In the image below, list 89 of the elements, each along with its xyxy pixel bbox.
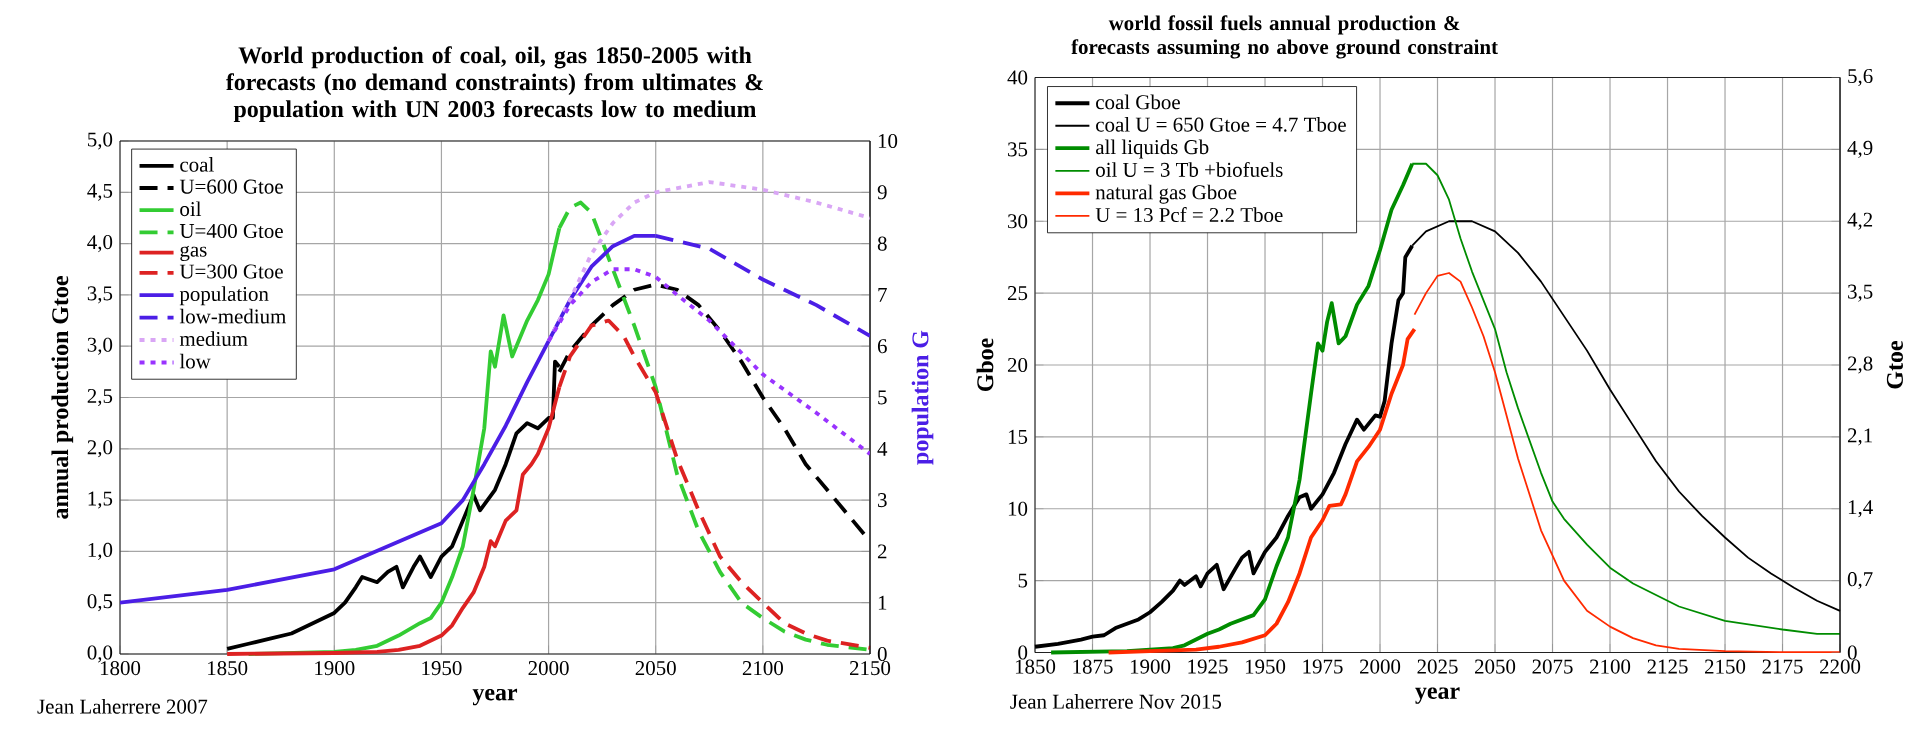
y2-tick-label: 4,2 [1847, 212, 1873, 230]
legend-label: low-medium [179, 308, 287, 324]
y2-tick-label: 8 [877, 236, 887, 251]
y-tick-label: 15 [1008, 429, 1028, 444]
x-tick-label: 1900 [1130, 659, 1171, 674]
y2-tick-label: 9 [877, 185, 887, 200]
y2-tick-label: 6 [877, 339, 887, 354]
y-tick-label: 20 [1007, 357, 1028, 373]
x-tick-label: 1975 [1303, 659, 1343, 674]
y2-axis-title: Gtoe [1886, 341, 1903, 389]
y-tick-label: 4,0 [87, 235, 113, 253]
y-axis-title: annual production Gtoe [51, 276, 74, 519]
y2-tick-label: 5,6 [1848, 68, 1873, 87]
x-tick-label: 2050 [635, 661, 676, 676]
legend-label: gas [180, 245, 207, 261]
y-tick-label: 30 [1008, 214, 1028, 229]
legend-label: population [179, 286, 269, 306]
legend-label: oil U = 3 Tb +biofuels [1096, 161, 1283, 177]
legend-label: U=600 Gtoe [179, 179, 283, 194]
x-axis-title: year [1415, 687, 1460, 704]
y2-tick-label: 5 [878, 390, 887, 405]
x-tick-label: 2050 [1475, 659, 1516, 674]
x-tick-label: 2125 [1647, 659, 1688, 674]
legend-label: oil [180, 201, 202, 217]
y-tick-label: 5 [1018, 573, 1028, 588]
chart-title: World production of coal, oil, gas 1850-2005 with forecasts (no demand constraints) from ultimates & population with UN 2003 forecasts low to medium [226, 46, 763, 122]
y-axis-title: Gboe [976, 338, 994, 392]
y-tick-label: 1,0 [88, 542, 113, 560]
y-tick-label: 5,0 [88, 132, 113, 150]
y-tick-label: 4,5 [87, 183, 113, 201]
x-tick-label: 2150 [849, 661, 891, 676]
x-tick-label: 1875 [1073, 659, 1113, 674]
x-tick-label: 1850 [208, 661, 248, 676]
y2-tick-label: 10 [878, 133, 898, 149]
x-tick-label: 2175 [1762, 659, 1803, 674]
y-tick-label: 2,5 [87, 388, 113, 407]
y2-tick-label: 2,1 [1847, 428, 1872, 446]
y-tick-label: 3,5 [87, 286, 113, 304]
x-tick-label: 1950 [1245, 659, 1286, 674]
x-tick-label: 2000 [528, 661, 569, 676]
legend-label: coal U = 650 Gtoe = 4.7 Tboe [1096, 116, 1346, 132]
y-tick-label: 10 [1008, 501, 1028, 516]
y-tick-label: 3,0 [87, 337, 113, 355]
x-tick-label: 2100 [1590, 659, 1631, 674]
y2-tick-label: 3 [878, 493, 887, 508]
y2-tick-label: 0 [877, 646, 887, 662]
text: Jean Laherrere 2007 [37, 698, 208, 714]
legend-label: U=300 Gtoe [179, 264, 283, 279]
legend-label: medium [179, 331, 248, 347]
y2-tick-label: 4,9 [1847, 140, 1873, 158]
y2-tick-label: 7 [878, 288, 887, 302]
legend-label: U = 13 Pcf = 2.2 Tboe [1095, 207, 1283, 223]
y-tick-label: 0,0 [87, 645, 113, 663]
x-tick-label: 1950 [422, 661, 462, 676]
y2-tick-label: 1,4 [1848, 500, 1873, 518]
y-tick-label: 40 [1007, 70, 1028, 85]
y2-tick-label: 3,5 [1848, 284, 1873, 302]
x-tick-label: 1925 [1188, 659, 1228, 674]
y2-tick-label: 1 [878, 595, 887, 610]
x-tick-label: 2200 [1820, 659, 1861, 674]
y-tick-label: 25 [1007, 286, 1028, 301]
y2-tick-label: 2,8 [1847, 356, 1873, 374]
text: Jean Laherrere Nov 2015 [1010, 694, 1222, 709]
y-tick-label: 35 [1008, 142, 1028, 157]
y2-tick-label: 0 [1847, 645, 1857, 660]
y-tick-label: 2,0 [87, 440, 113, 458]
y-tick-label: 0 [1018, 645, 1028, 660]
y2-axis-title: population G [911, 330, 934, 465]
legend-label: U=400 Gtoe [179, 223, 283, 239]
legend-label: coal Gboe [1096, 94, 1180, 110]
x-tick-label: 2150 [1705, 659, 1746, 674]
x-tick-label: 1850 [1015, 659, 1056, 674]
x-tick-label: 2100 [742, 661, 783, 676]
legend-label: coal [180, 157, 214, 172]
x-tick-label: 2075 [1532, 659, 1573, 674]
x-tick-label: 1900 [315, 661, 355, 676]
x-tick-label: 2000 [1360, 659, 1401, 674]
x-tick-label: 2025 [1417, 659, 1458, 674]
legend-label: low [179, 353, 211, 369]
chart-title: world fossil fuels annual production & forecasts assuming no above ground constraint [1071, 15, 1498, 59]
legend-label: all liquids Gb [1096, 139, 1209, 159]
y2-tick-label: 4 [877, 441, 888, 456]
x-tick-label: 1800 [100, 661, 141, 676]
y2-tick-label: 2 [877, 544, 887, 559]
y-tick-label: 1,5 [88, 491, 113, 509]
legend-label: natural gas Gboe [1095, 184, 1237, 204]
y2-tick-label: 0,7 [1847, 572, 1873, 590]
x-axis-title: year [472, 688, 518, 706]
y-tick-label: 0,5 [87, 594, 113, 612]
